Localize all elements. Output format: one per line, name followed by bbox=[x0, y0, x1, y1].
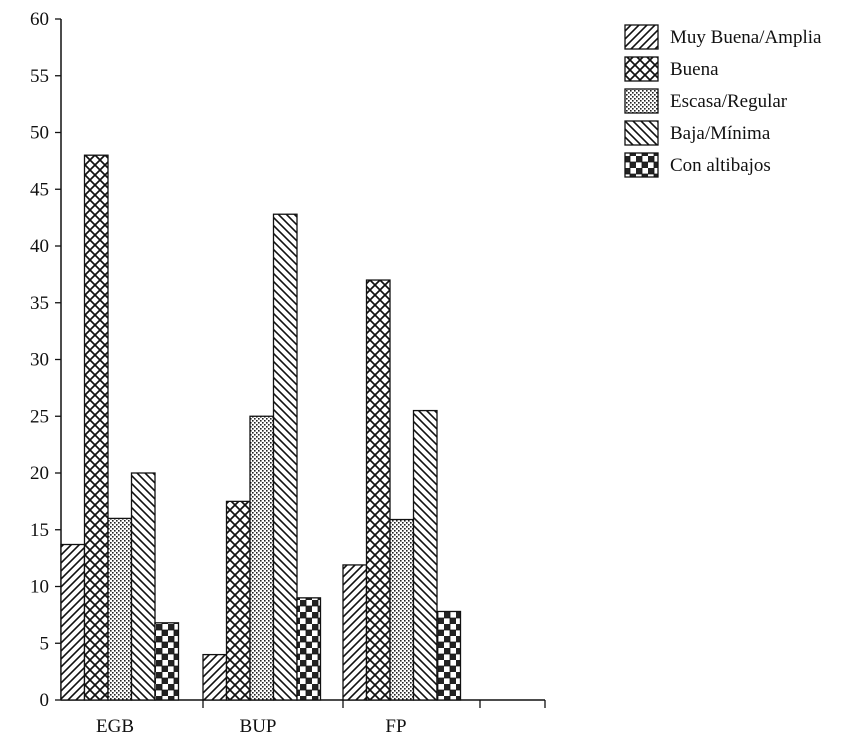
bars bbox=[60, 154, 462, 701]
bar-fp-series-3 bbox=[389, 518, 415, 701]
legend: Muy Buena/Amplia Buena Escasa/Regular Baja/… bbox=[624, 24, 822, 178]
category-labels: EGB BUP FP bbox=[96, 716, 407, 737]
legend-label: Baja/Mínima bbox=[670, 123, 771, 144]
bar-fp-series-5 bbox=[436, 610, 462, 701]
bar-bup-series-2 bbox=[225, 500, 251, 701]
bar-fp-series-4 bbox=[412, 409, 438, 701]
bar-bup-series-4 bbox=[272, 213, 298, 701]
legend-label: Buena bbox=[670, 59, 719, 80]
bar-fp-series-2 bbox=[365, 279, 391, 701]
bar-egb-series-3 bbox=[107, 517, 133, 701]
y-tick-label: 45 bbox=[30, 179, 49, 200]
x-category-label: EGB bbox=[96, 716, 134, 736]
legend-swatch bbox=[624, 24, 659, 50]
legend-label: Con altibajos bbox=[670, 155, 771, 176]
y-tick-label: 0 bbox=[40, 690, 50, 711]
legend-swatch bbox=[624, 152, 659, 178]
y-tick-label: 20 bbox=[30, 463, 49, 484]
y-tick-label: 5 bbox=[40, 633, 50, 654]
bar-egb-series-1 bbox=[60, 543, 86, 701]
legend-label: Muy Buena/Amplia bbox=[670, 27, 822, 48]
y-tick-label: 35 bbox=[30, 293, 49, 314]
legend-swatch bbox=[624, 120, 659, 146]
y-tick-label: 10 bbox=[30, 577, 49, 598]
bar-bup-series-5 bbox=[296, 597, 322, 701]
legend-label: Escasa/Regular bbox=[670, 91, 788, 112]
y-tick-label: 40 bbox=[30, 236, 49, 257]
bar-bup-series-1 bbox=[202, 653, 228, 701]
axes: 0 5 10 15 20 25 30 35 40 45 50 55 60 bbox=[30, 9, 546, 711]
y-tick-label: 25 bbox=[30, 406, 49, 427]
legend-swatch bbox=[624, 56, 659, 82]
x-category-label: BUP bbox=[240, 716, 277, 736]
y-tick-label: 50 bbox=[30, 123, 49, 144]
bar-egb-series-2 bbox=[83, 154, 109, 701]
y-tick-label: 55 bbox=[30, 66, 49, 87]
legend-swatch bbox=[624, 88, 659, 114]
y-tick-label: 60 bbox=[30, 9, 49, 30]
bar-bup-series-3 bbox=[249, 415, 275, 701]
y-tick-label: 30 bbox=[30, 350, 49, 371]
y-tick-label: 15 bbox=[30, 520, 49, 541]
bar-egb-series-5 bbox=[154, 622, 180, 701]
x-category-label: FP bbox=[385, 716, 406, 736]
bar-fp-series-1 bbox=[342, 564, 368, 701]
bar-egb-series-4 bbox=[130, 472, 156, 701]
